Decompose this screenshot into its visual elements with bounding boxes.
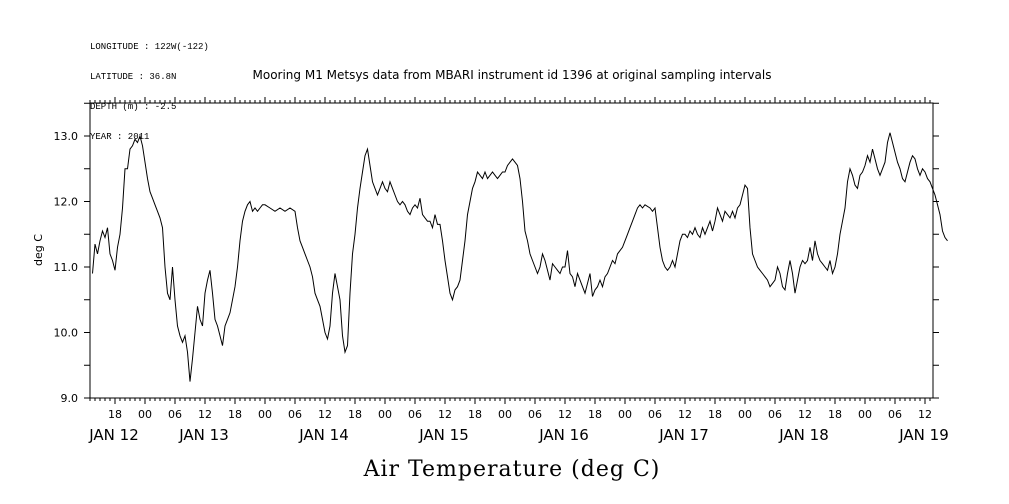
y-axis: 9.0 10.0 11.0 12.0 13.0 [54, 102, 939, 405]
plot-frame [89, 102, 934, 399]
x-hour-tick-label: 00 [138, 408, 152, 421]
y-tick-label: 9.0 [61, 392, 79, 405]
x-day-label: JAN 13 [178, 426, 229, 444]
x-hour-tick-label: 00 [858, 408, 872, 421]
x-hour-tick-label: 06 [888, 408, 902, 421]
x-hour-tick-label: 12 [558, 408, 572, 421]
y-tick-label: 11.0 [54, 261, 79, 274]
x-hour-tick-label: 12 [438, 408, 452, 421]
chart-title: Mooring M1 Metsys data from MBARI instru… [253, 68, 772, 82]
x-hour-tick-label: 00 [378, 408, 392, 421]
y-axis-label: deg C [32, 234, 45, 266]
depth-text: DEPTH (m) : -2.5 [90, 102, 177, 112]
x-hour-tick-label: 00 [258, 408, 272, 421]
x-hour-tick-label: 06 [408, 408, 422, 421]
x-day-label: JAN 14 [298, 426, 349, 444]
x-hour-tick-label: 06 [528, 408, 542, 421]
x-hour-tick-label: 18 [108, 408, 122, 421]
x-hour-tick-label: 18 [828, 408, 842, 421]
longitude-text: LONGITUDE : 122W(-122) [90, 42, 209, 52]
x-axis-label: Air Temperature (deg C) [363, 457, 661, 482]
x-hour-tick-label: 06 [648, 408, 662, 421]
x-day-label: JAN 18 [778, 426, 829, 444]
x-hour-tick-label: 06 [768, 408, 782, 421]
x-hour-tick-label: 06 [288, 408, 302, 421]
series-line-air-temperature [92, 132, 948, 382]
minor-ticks [89, 97, 931, 404]
x-hour-tick-label: 00 [498, 408, 512, 421]
y-tick-label: 13.0 [54, 130, 79, 143]
x-hour-tick-label: 12 [198, 408, 212, 421]
x-hour-tick-label: 00 [738, 408, 752, 421]
x-day-label: JAN 15 [418, 426, 469, 444]
x-day-label: JAN 16 [538, 426, 589, 444]
x-axis: 18 00 06 12 18 00 06 12 18 00 06 12 18 00 06 12 18 00 06 12… [88, 408, 949, 444]
x-day-label: JAN 17 [658, 426, 709, 444]
x-hour-tick-label: 18 [588, 408, 602, 421]
x-hour-tick-label: 12 [318, 408, 332, 421]
x-hour-tick-label: 12 [798, 408, 812, 421]
metadata-block: LONGITUDE : 122W(-122) LATITUDE : 36.8N … [90, 22, 209, 152]
x-hour-tick-label: 12 [918, 408, 932, 421]
x-hour-tick-label: 18 [468, 408, 482, 421]
y-tick-label: 12.0 [54, 196, 79, 209]
y-tick-label: 10.0 [54, 327, 79, 340]
x-hour-tick-label: 00 [618, 408, 632, 421]
year-text: YEAR : 2011 [90, 132, 150, 142]
x-hour-tick-label: 12 [678, 408, 692, 421]
x-hour-tick-label: 18 [228, 408, 242, 421]
x-hour-tick-label: 18 [348, 408, 362, 421]
x-hour-tick-label: 06 [168, 408, 182, 421]
x-day-label: JAN 12 [88, 426, 139, 444]
x-hour-tick-label: 18 [708, 408, 722, 421]
latitude-text: LATITUDE : 36.8N [90, 72, 177, 82]
x-day-label: JAN 19 [898, 426, 949, 444]
